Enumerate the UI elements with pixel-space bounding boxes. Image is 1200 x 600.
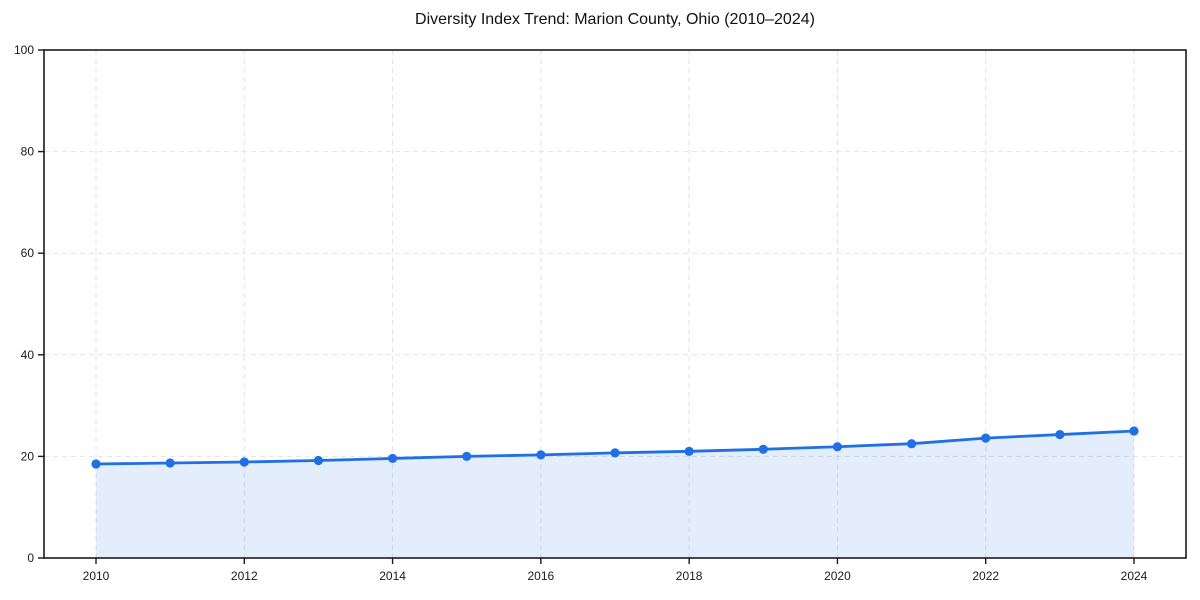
data-point-marker xyxy=(758,444,768,454)
x-tick-label: 2012 xyxy=(231,569,258,583)
data-point-marker xyxy=(684,446,694,456)
data-point-marker xyxy=(610,448,620,458)
data-point-marker xyxy=(462,451,472,461)
x-tick-label: 2020 xyxy=(824,569,851,583)
data-point-marker xyxy=(981,433,991,443)
data-point-marker xyxy=(313,455,324,466)
x-tick-label: 2022 xyxy=(972,569,999,583)
y-tick-label: 20 xyxy=(21,449,35,463)
data-point-marker xyxy=(1055,429,1065,440)
y-tick-label: 40 xyxy=(21,348,35,362)
plot-border xyxy=(43,49,1187,559)
data-point-marker xyxy=(906,439,917,449)
chart-title: Diversity Index Trend: Marion County, Oh… xyxy=(415,11,815,28)
x-tick-label: 2014 xyxy=(379,569,406,583)
y-tick-label: 60 xyxy=(21,246,35,260)
data-point-marker xyxy=(832,442,843,452)
data-point-marker xyxy=(91,459,101,469)
y-tick-label: 80 xyxy=(21,145,35,159)
data-point-marker xyxy=(239,457,249,467)
x-tick-label: 2024 xyxy=(1121,569,1148,583)
x-tick-label: 2016 xyxy=(528,569,555,583)
data-point-marker xyxy=(1129,426,1139,436)
x-tick-label: 2018 xyxy=(676,569,703,583)
area-fill xyxy=(96,431,1134,558)
y-tick-label: 0 xyxy=(27,551,34,565)
data-point-marker xyxy=(536,450,546,460)
data-point-marker xyxy=(387,453,398,464)
x-tick-label: 2010 xyxy=(83,569,110,583)
data-point-marker xyxy=(165,458,175,468)
y-tick-label: 100 xyxy=(14,43,34,57)
